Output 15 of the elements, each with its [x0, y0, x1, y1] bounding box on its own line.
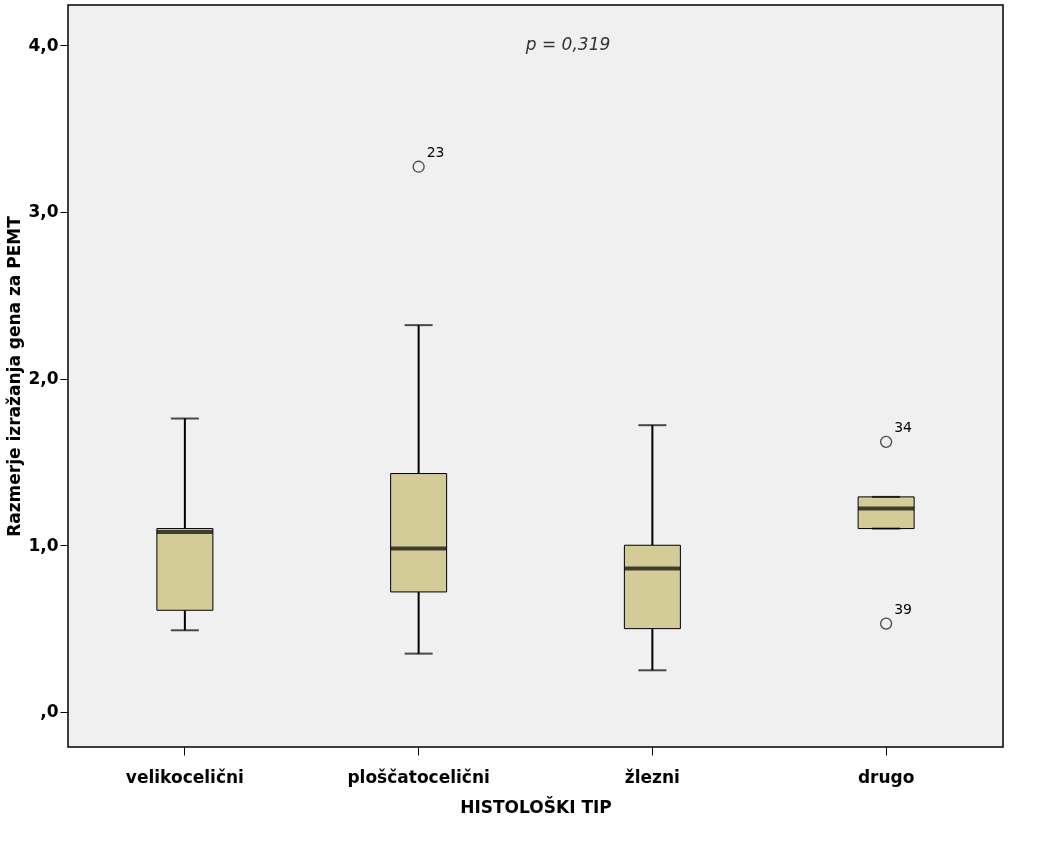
x-tick-label: velikocelični	[125, 766, 244, 787]
x-tick-label: ploščatocelični	[347, 766, 490, 787]
y-axis-title: Razmerje izražanja gena za PEMT	[4, 215, 25, 537]
annotation: p = 0,319	[524, 34, 611, 54]
y-tick-label: 1,0	[28, 534, 59, 555]
x-tick-label: drugo	[857, 766, 915, 787]
y-tick-label: ,0	[40, 701, 59, 722]
y-tick-label: 2,0	[28, 368, 59, 388]
annotation: 39	[894, 600, 912, 617]
x-tick-label: žlezni	[624, 766, 680, 787]
annotation: 34	[894, 418, 913, 435]
x-axis-title: HISTOLOŠKI TIP	[460, 795, 612, 817]
y-tick-label: 3,0	[28, 201, 59, 222]
annotation: 23	[426, 143, 445, 160]
y-tick-label: 4,0	[28, 34, 59, 55]
